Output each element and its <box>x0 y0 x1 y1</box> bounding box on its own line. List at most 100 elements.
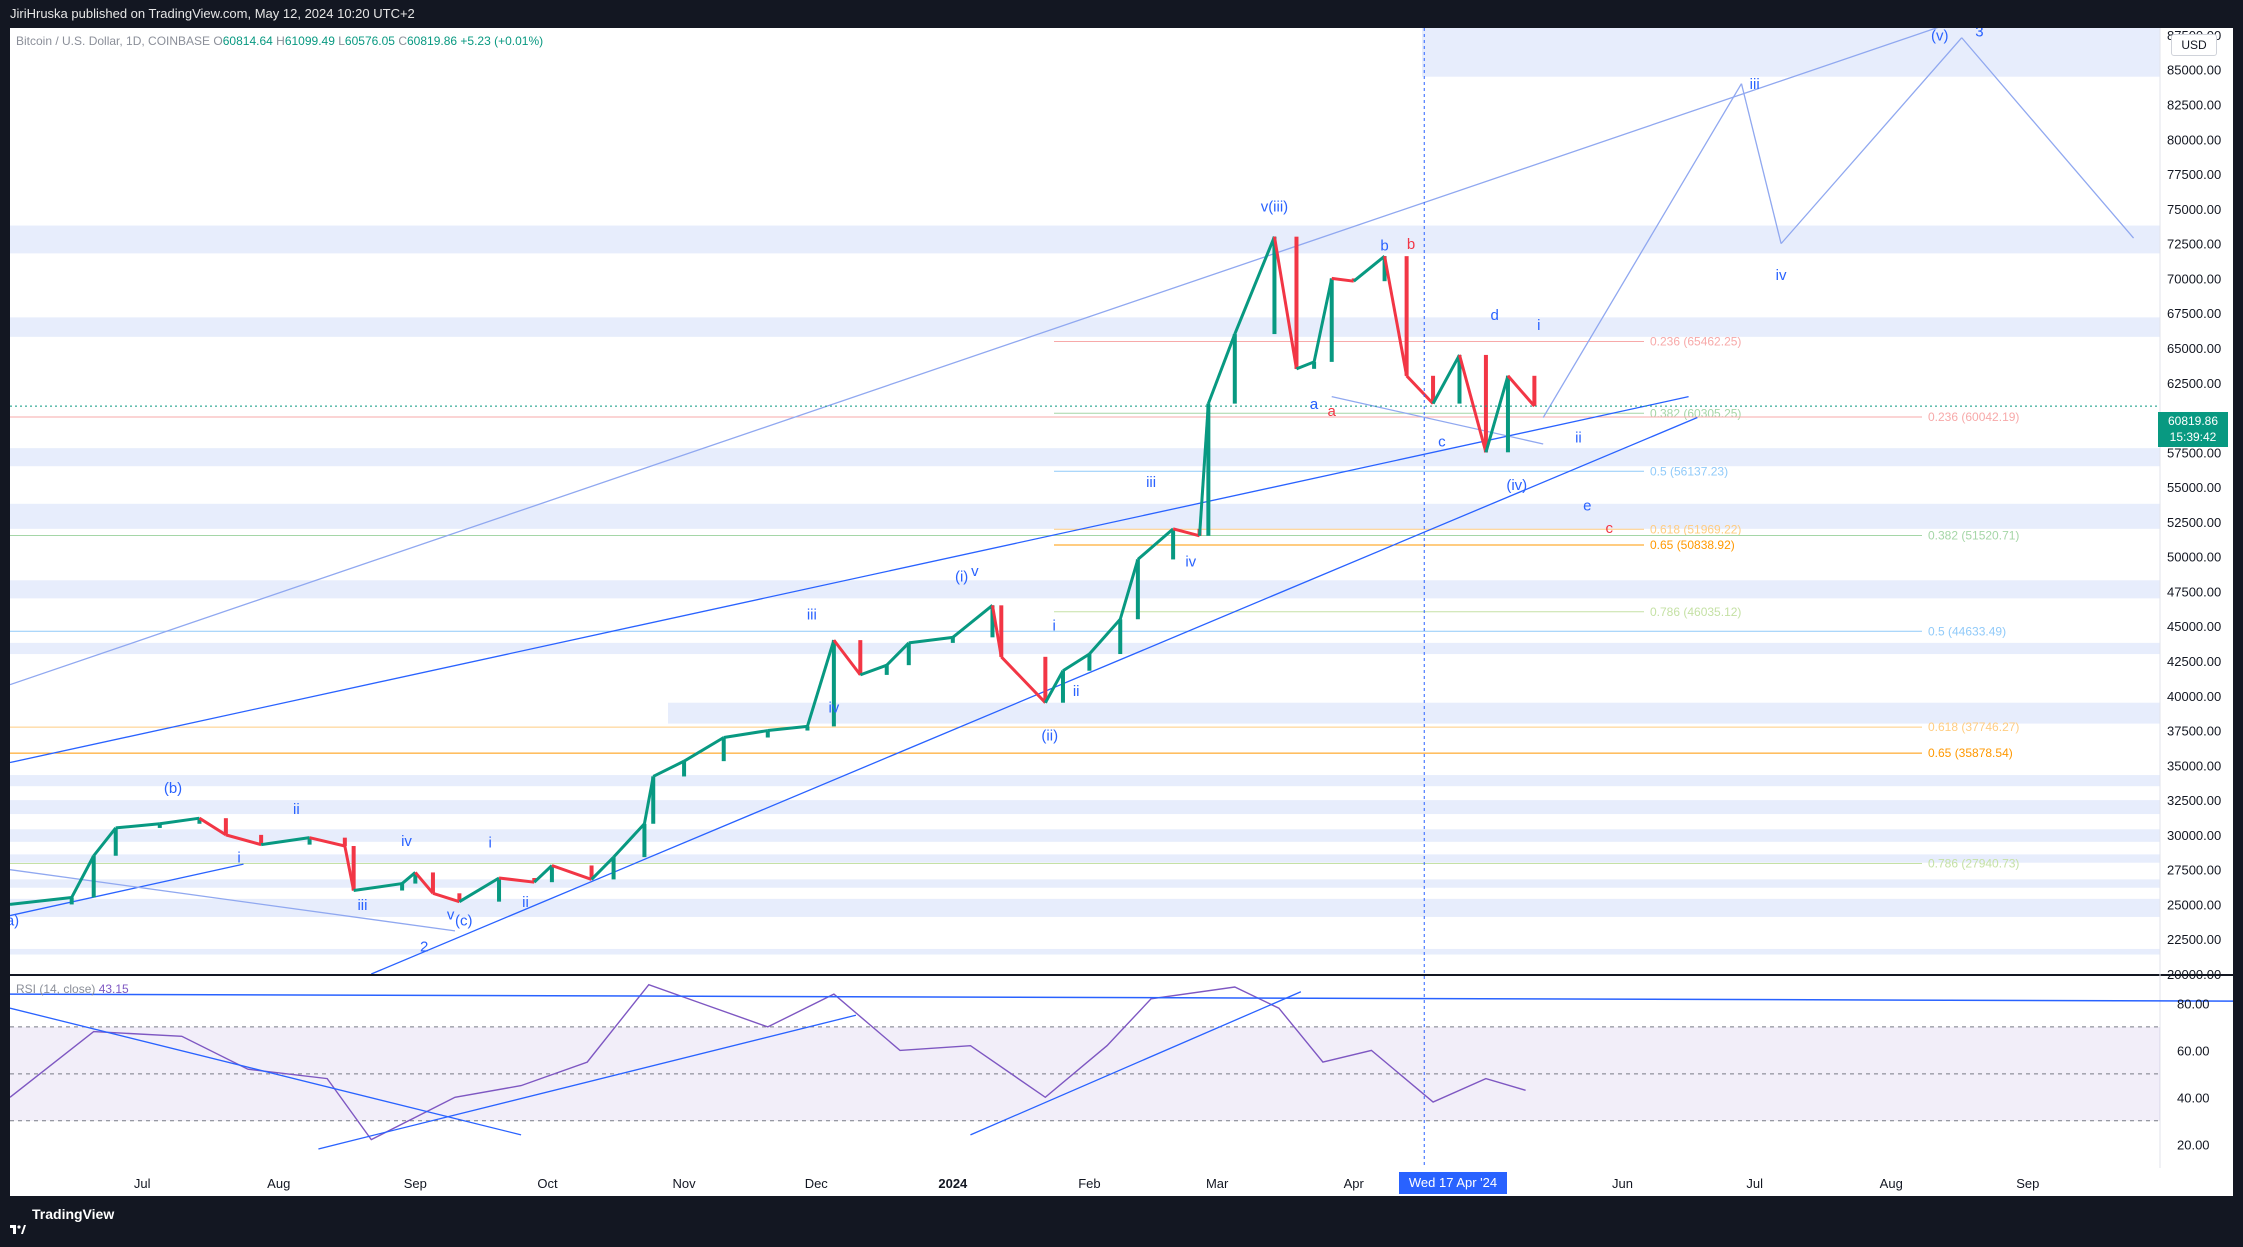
candle <box>113 827 118 856</box>
candle-segment <box>1383 255 1409 377</box>
wave-label: c <box>1606 520 1614 537</box>
wave-label: ii <box>522 894 529 911</box>
candle <box>1272 236 1277 335</box>
y-tick-label: 80000.00 <box>2167 132 2221 147</box>
candle-segment <box>1206 333 1237 405</box>
candle-segment <box>1312 278 1334 363</box>
resistance-zone <box>10 225 2160 254</box>
candle-segment <box>767 724 808 733</box>
x-tick-label: Dec <box>805 1176 829 1191</box>
candle-segment <box>353 882 403 893</box>
wave-label: iii <box>1750 76 1760 93</box>
candle-segment <box>590 856 615 881</box>
y-tick-label: 62500.00 <box>2167 376 2221 391</box>
chart-svg[interactable]: 0.236 (65462.25)0.382 (60305.25)0.5 (561… <box>10 28 2233 1196</box>
candle-segment <box>10 895 72 906</box>
projection-line <box>1961 37 2135 239</box>
candle <box>1171 528 1176 560</box>
change-value: +5.23 (+0.01%) <box>460 34 544 48</box>
open-label: O <box>213 34 223 48</box>
rsi-trend-line <box>318 1014 857 1150</box>
candle-segment <box>1044 669 1065 704</box>
x-tick-label: Feb <box>1078 1176 1100 1191</box>
wave-label: (a) <box>10 912 19 929</box>
footer-bar: TradingView <box>0 1196 2243 1234</box>
candle-segment <box>92 826 117 857</box>
x-tick-label: Sep <box>2016 1176 2039 1191</box>
low-value: 60576.05 <box>344 34 395 48</box>
high-label: H <box>276 34 285 48</box>
x-tick-label: Aug <box>1880 1176 1903 1191</box>
candle <box>1087 654 1092 671</box>
wave-label: e <box>1583 498 1591 515</box>
resistance-zone <box>10 800 2160 815</box>
trend-line <box>371 416 1698 975</box>
candle-segment <box>1484 375 1510 453</box>
candle <box>1329 278 1334 362</box>
candle-segment <box>309 836 346 848</box>
fib-level-label: 0.236 (60042.19) <box>1928 410 2019 424</box>
candle <box>1060 670 1065 703</box>
candle <box>307 837 312 845</box>
candle <box>1404 256 1409 376</box>
y-tick-label: 32500.00 <box>2167 793 2221 808</box>
wave-label: 2 <box>420 939 428 956</box>
y-tick-label: 57500.00 <box>2167 445 2221 460</box>
candle <box>497 878 502 902</box>
candle-segment <box>612 822 646 859</box>
y-tick-label: 82500.00 <box>2167 98 2221 113</box>
x-tick-label: Jun <box>1612 1176 1633 1191</box>
candle-segment <box>832 639 862 676</box>
candle <box>765 730 770 738</box>
candle-segment <box>1431 354 1461 405</box>
tradingview-logo[interactable]: TradingView <box>10 1196 114 1234</box>
symbol-legend: Bitcoin / U.S. Dollar, 1D, COINBASE O608… <box>16 34 543 48</box>
wave-label: (iv) <box>1506 477 1527 494</box>
wave-label: iii <box>357 897 367 914</box>
candle <box>906 642 911 666</box>
trend-line <box>10 869 456 932</box>
y-tick-label: 37500.00 <box>2167 724 2221 739</box>
wave-label: v <box>447 907 455 924</box>
publish-line: JiriHruska published on TradingView.com,… <box>10 6 415 21</box>
fib-level-label: 0.5 (44633.49) <box>1928 624 2006 638</box>
candle-segment <box>683 736 725 763</box>
wave-label: iii <box>1146 474 1156 491</box>
wave-label: ii <box>293 801 300 818</box>
fib-level-label: 0.618 (51969.22) <box>1650 522 1741 536</box>
resistance-zone <box>10 854 2160 863</box>
y-tick-label: 22500.00 <box>2167 932 2221 947</box>
y-tick-label: 85000.00 <box>2167 63 2221 78</box>
chart-area[interactable]: 0.236 (65462.25) 0.382 (60305.25) 0.5 (561… <box>10 28 2233 1196</box>
candle <box>1294 236 1299 369</box>
candle-segment <box>723 729 769 739</box>
candle <box>342 837 347 847</box>
candle <box>805 726 810 731</box>
candle <box>1483 354 1488 453</box>
candle <box>999 605 1004 657</box>
candle <box>682 761 687 777</box>
candle <box>223 818 228 835</box>
candle-segment <box>115 822 160 830</box>
fib-level-label: 0.786 (27940.73) <box>1928 857 2019 871</box>
candle <box>1043 656 1048 703</box>
wave-label: (b) <box>164 780 182 797</box>
candle-segment <box>859 663 888 677</box>
candle-segment <box>533 864 553 884</box>
fib-level-label: 0.618 (37746.27) <box>1928 720 2019 734</box>
candle-segment <box>1352 254 1386 283</box>
rsi-name: RSI (14, close) <box>16 982 96 996</box>
candle-segment <box>1233 236 1276 335</box>
candle <box>1118 619 1123 655</box>
candle-segment <box>414 871 435 895</box>
candle <box>858 640 863 675</box>
fib-level-label: 0.382 (51520.71) <box>1928 528 2019 542</box>
wave-label: iii <box>807 606 817 623</box>
currency-button[interactable]: USD <box>2171 34 2217 56</box>
candle-segment <box>198 816 227 837</box>
resistance-zone <box>10 642 2160 655</box>
x-tick-label: Nov <box>673 1176 697 1191</box>
candle-segment <box>1136 527 1175 561</box>
wave-label: (v) <box>1931 28 1949 45</box>
projection-line <box>1740 83 1782 244</box>
